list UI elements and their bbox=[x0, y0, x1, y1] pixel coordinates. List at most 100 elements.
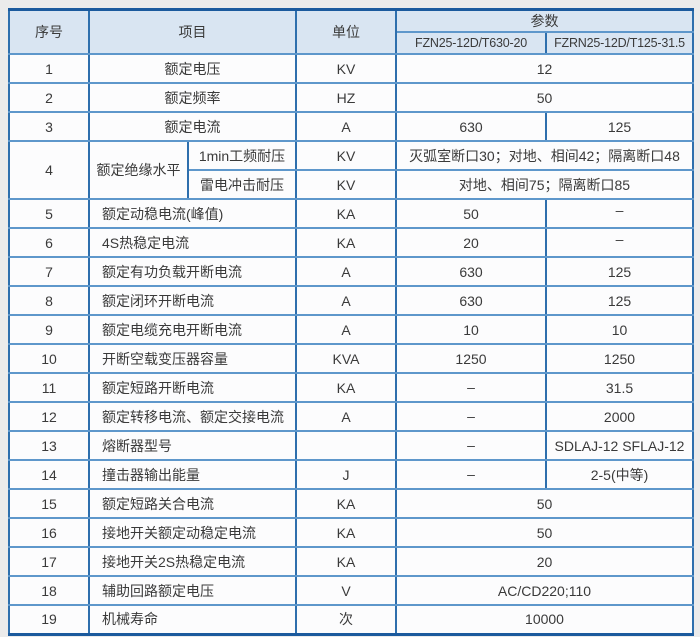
param-value: 10 bbox=[395, 314, 547, 345]
unit-label: KA bbox=[295, 488, 397, 519]
table-row: 15 额定短路关合电流 KA 50 bbox=[8, 488, 694, 519]
item-label: 熔断器型号 bbox=[88, 430, 297, 461]
table-row: 8 额定闭环开断电流 A 630 125 bbox=[8, 285, 694, 316]
param-value: 50 bbox=[395, 82, 694, 113]
table-row: 9 额定电缆充电开断电流 A 10 10 bbox=[8, 314, 694, 345]
param-value: 125 bbox=[545, 256, 694, 287]
unit-label: A bbox=[295, 285, 397, 316]
param-value: – bbox=[395, 372, 547, 403]
item-label: 额定有功负载开断电流 bbox=[88, 256, 297, 287]
table-header: 序号 项目 单位 参数 FZN25-12D/T630-20 FZRN25-12D… bbox=[8, 8, 694, 55]
param-value: 对地、相间75；隔离断口85 bbox=[395, 169, 694, 200]
header-row-1: 序号 项目 单位 参数 bbox=[8, 8, 694, 55]
param-value: SDLAJ-12 SFLAJ-12 bbox=[545, 430, 694, 461]
col-header-model2: FZRN25-12D/T125-31.5 bbox=[545, 31, 694, 55]
table-row: 6 4S热稳定电流 KA 20 – bbox=[8, 227, 694, 258]
spec-table: 序号 项目 单位 参数 FZN25-12D/T630-20 FZRN25-12D… bbox=[8, 8, 694, 636]
table-row: 4 额定绝缘水平 1min工频耐压 KV 灭弧室断口30；对地、相间42；隔离断… bbox=[8, 140, 694, 200]
unit-label: KA bbox=[295, 198, 397, 229]
unit-label: V bbox=[295, 575, 397, 606]
row-no: 17 bbox=[8, 546, 90, 577]
param-value: 12 bbox=[395, 53, 694, 84]
row-no: 10 bbox=[8, 343, 90, 374]
table-row: 2 额定频率 HZ 50 bbox=[8, 82, 694, 113]
param-value: 灭弧室断口30；对地、相间42；隔离断口48 bbox=[395, 140, 694, 171]
col-header-item: 项目 bbox=[88, 8, 297, 55]
param-value: 2-5(中等) bbox=[545, 459, 694, 490]
row-no: 14 bbox=[8, 459, 90, 490]
row-no: 15 bbox=[8, 488, 90, 519]
unit-label: HZ bbox=[295, 82, 397, 113]
param-value: 125 bbox=[545, 285, 694, 316]
item-label: 机械寿命 bbox=[88, 604, 297, 635]
row-no: 5 bbox=[8, 198, 90, 229]
table-row: 16 接地开关额定动稳定电流 KA 50 bbox=[8, 517, 694, 548]
param-value: 10000 bbox=[395, 604, 694, 635]
table-row: 10 开断空载变压器容量 KVA 1250 1250 bbox=[8, 343, 694, 374]
table-row: 14 撞击器输出能量 J – 2-5(中等) bbox=[8, 459, 694, 490]
row-no: 6 bbox=[8, 227, 90, 258]
table-row: 11 额定短路开断电流 KA – 31.5 bbox=[8, 372, 694, 403]
table-row: 5 额定动稳电流(峰值) KA 50 – bbox=[8, 198, 694, 229]
header-row-2: FZN25-12D/T630-20 FZRN25-12D/T125-31.5 bbox=[9, 31, 694, 55]
sub-item-label: 1min工频耐压 bbox=[187, 140, 297, 171]
item-label: 额定频率 bbox=[88, 82, 297, 113]
param-value: – bbox=[395, 401, 547, 432]
row-no: 11 bbox=[8, 372, 90, 403]
table-row: 12 额定转移电流、额定交接电流 A – 2000 bbox=[8, 401, 694, 432]
param-value: 20 bbox=[395, 546, 694, 577]
sub-item-label: 雷电冲击耐压 bbox=[187, 169, 297, 200]
row-no: 7 bbox=[8, 256, 90, 287]
param-value: 125 bbox=[545, 111, 694, 142]
row-no: 2 bbox=[8, 82, 90, 113]
row-no: 3 bbox=[8, 111, 90, 142]
row-no: 18 bbox=[8, 575, 90, 606]
row-no: 4 bbox=[8, 140, 90, 200]
col-header-unit: 单位 bbox=[295, 8, 397, 55]
unit-label: A bbox=[295, 256, 397, 287]
item-label: 额定动稳电流(峰值) bbox=[88, 198, 297, 229]
table-row: 3 额定电流 A 630 125 bbox=[8, 111, 694, 142]
item-label: 额定电压 bbox=[88, 53, 297, 84]
item-label: 额定电流 bbox=[88, 111, 297, 142]
unit-label: KVA bbox=[295, 343, 397, 374]
item-label: 撞击器输出能量 bbox=[88, 459, 297, 490]
item-label: 接地开关额定动稳定电流 bbox=[88, 517, 297, 548]
table-row: 19 机械寿命 次 10000 bbox=[8, 604, 694, 635]
param-value: 50 bbox=[395, 517, 694, 548]
item-label: 额定电缆充电开断电流 bbox=[88, 314, 297, 345]
unit-label bbox=[295, 430, 397, 461]
unit-label: A bbox=[295, 314, 397, 345]
item-label: 接地开关2S热稳定电流 bbox=[88, 546, 297, 577]
row-no: 1 bbox=[8, 53, 90, 84]
unit-label: A bbox=[295, 111, 397, 142]
param-value: 50 bbox=[395, 198, 547, 229]
row-no: 16 bbox=[8, 517, 90, 548]
unit-label: KV bbox=[295, 140, 397, 171]
table-row: 1 额定电压 KV 12 bbox=[8, 53, 694, 84]
item-label: 额定短路关合电流 bbox=[88, 488, 297, 519]
table-row: 17 接地开关2S热稳定电流 KA 20 bbox=[8, 546, 694, 577]
param-value: 20 bbox=[395, 227, 547, 258]
param-value: 50 bbox=[395, 488, 694, 519]
param-value: 630 bbox=[395, 256, 547, 287]
item-label: 额定绝缘水平 bbox=[88, 140, 189, 200]
param-value: – bbox=[545, 198, 694, 229]
unit-label: KV bbox=[295, 53, 397, 84]
row-no: 13 bbox=[8, 430, 90, 461]
param-value: – bbox=[395, 459, 547, 490]
row-no: 8 bbox=[8, 285, 90, 316]
item-label: 开断空载变压器容量 bbox=[88, 343, 297, 374]
row-no: 9 bbox=[8, 314, 90, 345]
param-value: – bbox=[395, 430, 547, 461]
param-value: 630 bbox=[395, 285, 547, 316]
param-value: 1250 bbox=[395, 343, 547, 374]
unit-label: KA bbox=[295, 546, 397, 577]
table-row: 7 额定有功负载开断电流 A 630 125 bbox=[8, 256, 694, 287]
table-row: 13 熔断器型号 – SDLAJ-12 SFLAJ-12 bbox=[8, 430, 694, 461]
unit-label: A bbox=[295, 401, 397, 432]
param-value: 2000 bbox=[545, 401, 694, 432]
item-label: 额定短路开断电流 bbox=[88, 372, 297, 403]
unit-label: KA bbox=[295, 372, 397, 403]
param-value: 31.5 bbox=[545, 372, 694, 403]
